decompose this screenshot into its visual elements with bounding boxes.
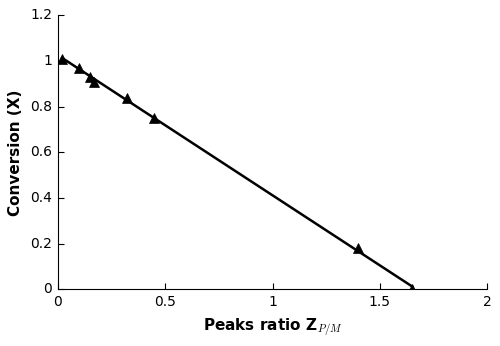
Y-axis label: Conversion (X): Conversion (X) [8, 89, 24, 216]
X-axis label: Peaks ratio Z$_{P/M}$: Peaks ratio Z$_{P/M}$ [203, 316, 342, 338]
